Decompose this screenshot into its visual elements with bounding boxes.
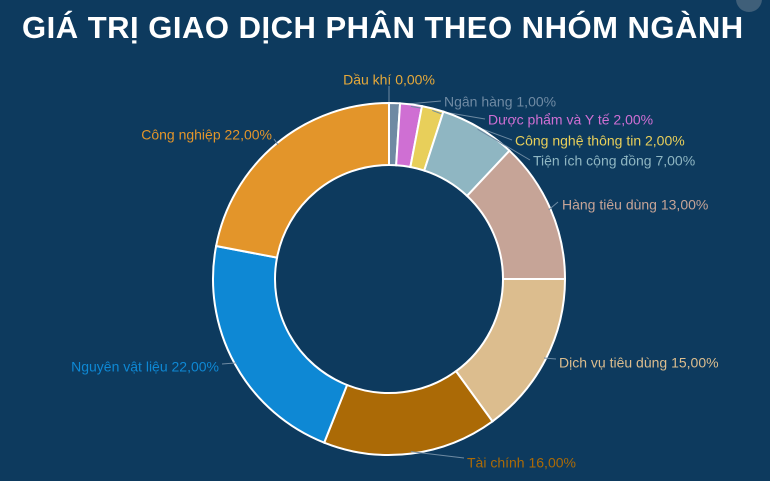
slice-9-label: Nguyên vật liệu 22,00% bbox=[71, 359, 219, 375]
slice-5-label: Tiện ích cộng đồng 7,00% bbox=[533, 153, 695, 169]
slice-9-arc bbox=[212, 244, 349, 444]
slice-8-leader-line bbox=[410, 451, 465, 459]
slice-10-label: Công nghiệp 22,00% bbox=[141, 127, 272, 143]
slice-10-leader-line bbox=[273, 138, 279, 146]
slice-6-label: Hàng tiêu dùng 13,00% bbox=[562, 197, 708, 213]
slice-9-leader-line bbox=[221, 362, 237, 365]
slice-8-label: Tài chính 16,00% bbox=[467, 455, 576, 471]
slice-3-label: Dược phẩm và Y tế 2,00% bbox=[488, 112, 653, 128]
slice-5-leader-line bbox=[477, 128, 531, 161]
slice-2-label: Ngân hàng 1,00% bbox=[444, 94, 556, 110]
slice-7-label: Dịch vụ tiêu dùng 15,00% bbox=[559, 355, 719, 371]
slice-10-arc bbox=[214, 101, 390, 259]
slice-4-label: Công nghệ thông tin 2,00% bbox=[515, 133, 685, 149]
chart-title: GIÁ TRỊ GIAO DỊCH PHÂN THEO NHÓM NGÀNH bbox=[22, 10, 744, 45]
slice-7-leader-line bbox=[543, 357, 557, 360]
slice-1-label: Dầu khí 0,00% bbox=[343, 72, 435, 88]
slice-6-leader-line bbox=[548, 201, 559, 211]
corner-decoration bbox=[736, 0, 762, 12]
